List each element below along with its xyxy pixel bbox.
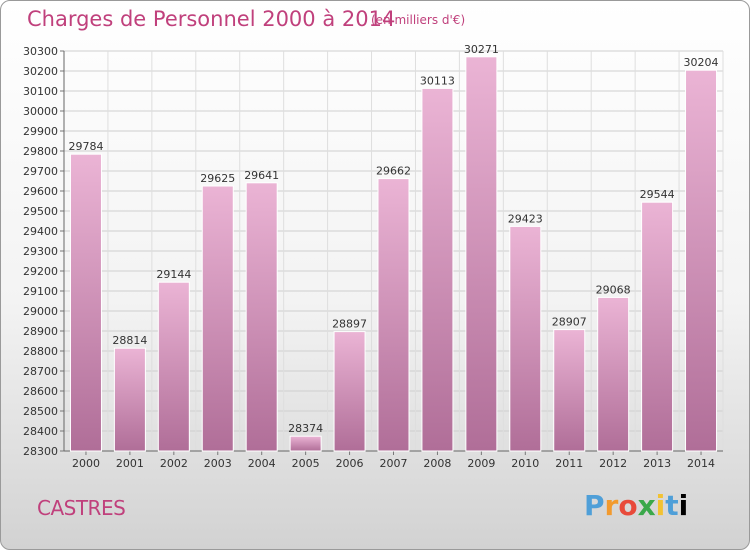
y-tick-label: 29900	[23, 125, 58, 138]
y-tick-label: 29600	[23, 185, 58, 198]
bar-value-label: 28814	[112, 334, 147, 347]
bar-value-label: 29625	[200, 172, 235, 185]
y-tick-label: 29200	[23, 265, 58, 278]
bar-value-label: 29544	[640, 188, 675, 201]
bar	[685, 69, 718, 452]
bar	[377, 178, 410, 452]
bar-value-label: 30113	[420, 74, 455, 87]
x-tick-label: 2010	[511, 457, 539, 470]
y-tick-label: 28900	[23, 325, 58, 338]
bar-value-label: 29423	[508, 212, 543, 225]
y-tick-label: 28800	[23, 345, 58, 358]
y-tick-label: 29000	[23, 305, 58, 318]
y-tick-label: 28300	[23, 445, 58, 458]
x-tick-label: 2001	[116, 457, 144, 470]
bar-value-label: 30271	[464, 43, 499, 56]
y-tick-label: 28700	[23, 365, 58, 378]
bar-value-label: 29068	[596, 283, 631, 296]
bar	[641, 201, 674, 452]
x-tick-label: 2004	[248, 457, 276, 470]
x-tick-label: 2003	[204, 457, 232, 470]
bar	[201, 185, 234, 452]
x-tick-label: 2000	[72, 457, 100, 470]
bar	[421, 87, 454, 452]
bar-value-label: 29144	[156, 268, 191, 281]
x-tick-label: 2011	[555, 457, 583, 470]
y-tick-label: 29100	[23, 285, 58, 298]
x-tick-label: 2007	[380, 457, 408, 470]
x-tick-label: 2005	[292, 457, 320, 470]
y-tick-label: 30100	[23, 85, 58, 98]
y-tick-label: 30300	[23, 45, 58, 58]
bars	[69, 56, 718, 452]
bar	[509, 225, 542, 452]
y-tick-label: 28600	[23, 385, 58, 398]
y-tick-label: 29800	[23, 145, 58, 158]
y-tick-label: 29700	[23, 165, 58, 178]
x-tick-label: 2014	[687, 457, 715, 470]
y-tick-label: 28500	[23, 405, 58, 418]
bar	[333, 331, 366, 452]
bar	[157, 281, 190, 452]
bar-value-label: 28897	[332, 318, 367, 331]
bar	[69, 153, 102, 452]
y-tick-label: 29500	[23, 205, 58, 218]
chart-title: Charges de Personnel 2000 à 2014	[27, 7, 396, 31]
y-tick-label: 30200	[23, 65, 58, 78]
bar-value-label: 28907	[552, 316, 587, 329]
x-tick-label: 2013	[643, 457, 671, 470]
chart-subtitle: (en milliers d'€)	[371, 13, 466, 27]
x-tick-label: 2002	[160, 457, 188, 470]
bar-value-label: 29784	[68, 140, 103, 153]
x-tick-label: 2008	[423, 457, 451, 470]
x-tick-label: 2006	[336, 457, 364, 470]
bar-value-label: 30204	[684, 56, 719, 69]
proxiti-logo: Proxiti	[584, 489, 689, 522]
x-tick-label: 2012	[599, 457, 627, 470]
y-tick-label: 29300	[23, 245, 58, 258]
bar	[289, 435, 322, 452]
bar	[245, 182, 278, 452]
x-tick-label: 2009	[467, 457, 495, 470]
labels: 28300 28400 28500 28600 28700 28800 28900 29000…	[23, 43, 719, 470]
bar-value-label: 29641	[244, 169, 279, 182]
bar	[113, 347, 146, 452]
bar-value-label: 28374	[288, 422, 323, 435]
y-tick-label: 28400	[23, 425, 58, 438]
bar	[553, 329, 586, 452]
bar	[465, 56, 498, 452]
y-tick-label: 29400	[23, 225, 58, 238]
y-tick-label: 30000	[23, 105, 58, 118]
city-name: CASTRES	[37, 496, 126, 520]
bar	[597, 296, 630, 452]
bar-value-label: 29662	[376, 165, 411, 178]
